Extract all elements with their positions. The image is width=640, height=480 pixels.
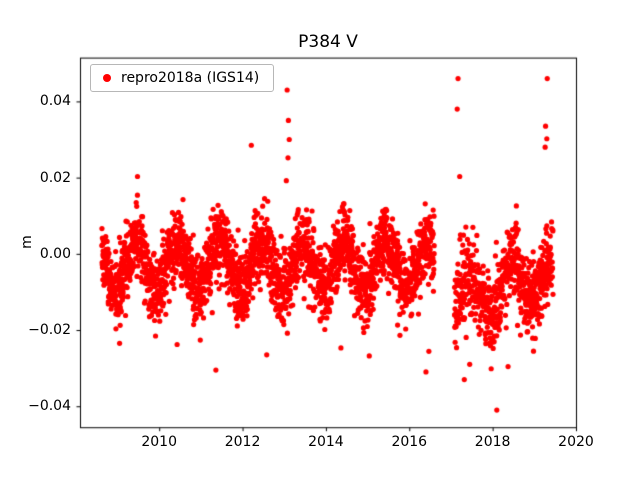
legend-marker-dot bbox=[103, 74, 111, 82]
y-tick-label: −0.02 bbox=[28, 322, 71, 339]
y-tick-label: 0.04 bbox=[39, 93, 71, 110]
y-tick-label: 0.02 bbox=[39, 169, 71, 186]
legend-label: repro2018a (IGS14) bbox=[121, 70, 260, 86]
y-tick-label: 0.00 bbox=[39, 245, 71, 262]
legend: repro2018a (IGS14) bbox=[90, 64, 275, 92]
x-tick-label: 2016 bbox=[391, 434, 428, 451]
x-tick-label: 2014 bbox=[308, 434, 344, 451]
y-tick-label: −0.04 bbox=[28, 398, 71, 415]
x-tick-label: 2012 bbox=[224, 434, 261, 451]
y-axis-label: m bbox=[19, 235, 35, 249]
chart-title: P384 V bbox=[298, 32, 358, 52]
x-tick-label: 2018 bbox=[474, 434, 511, 451]
x-tick-label: 2010 bbox=[141, 434, 178, 451]
x-tick-label: 2020 bbox=[558, 434, 594, 451]
